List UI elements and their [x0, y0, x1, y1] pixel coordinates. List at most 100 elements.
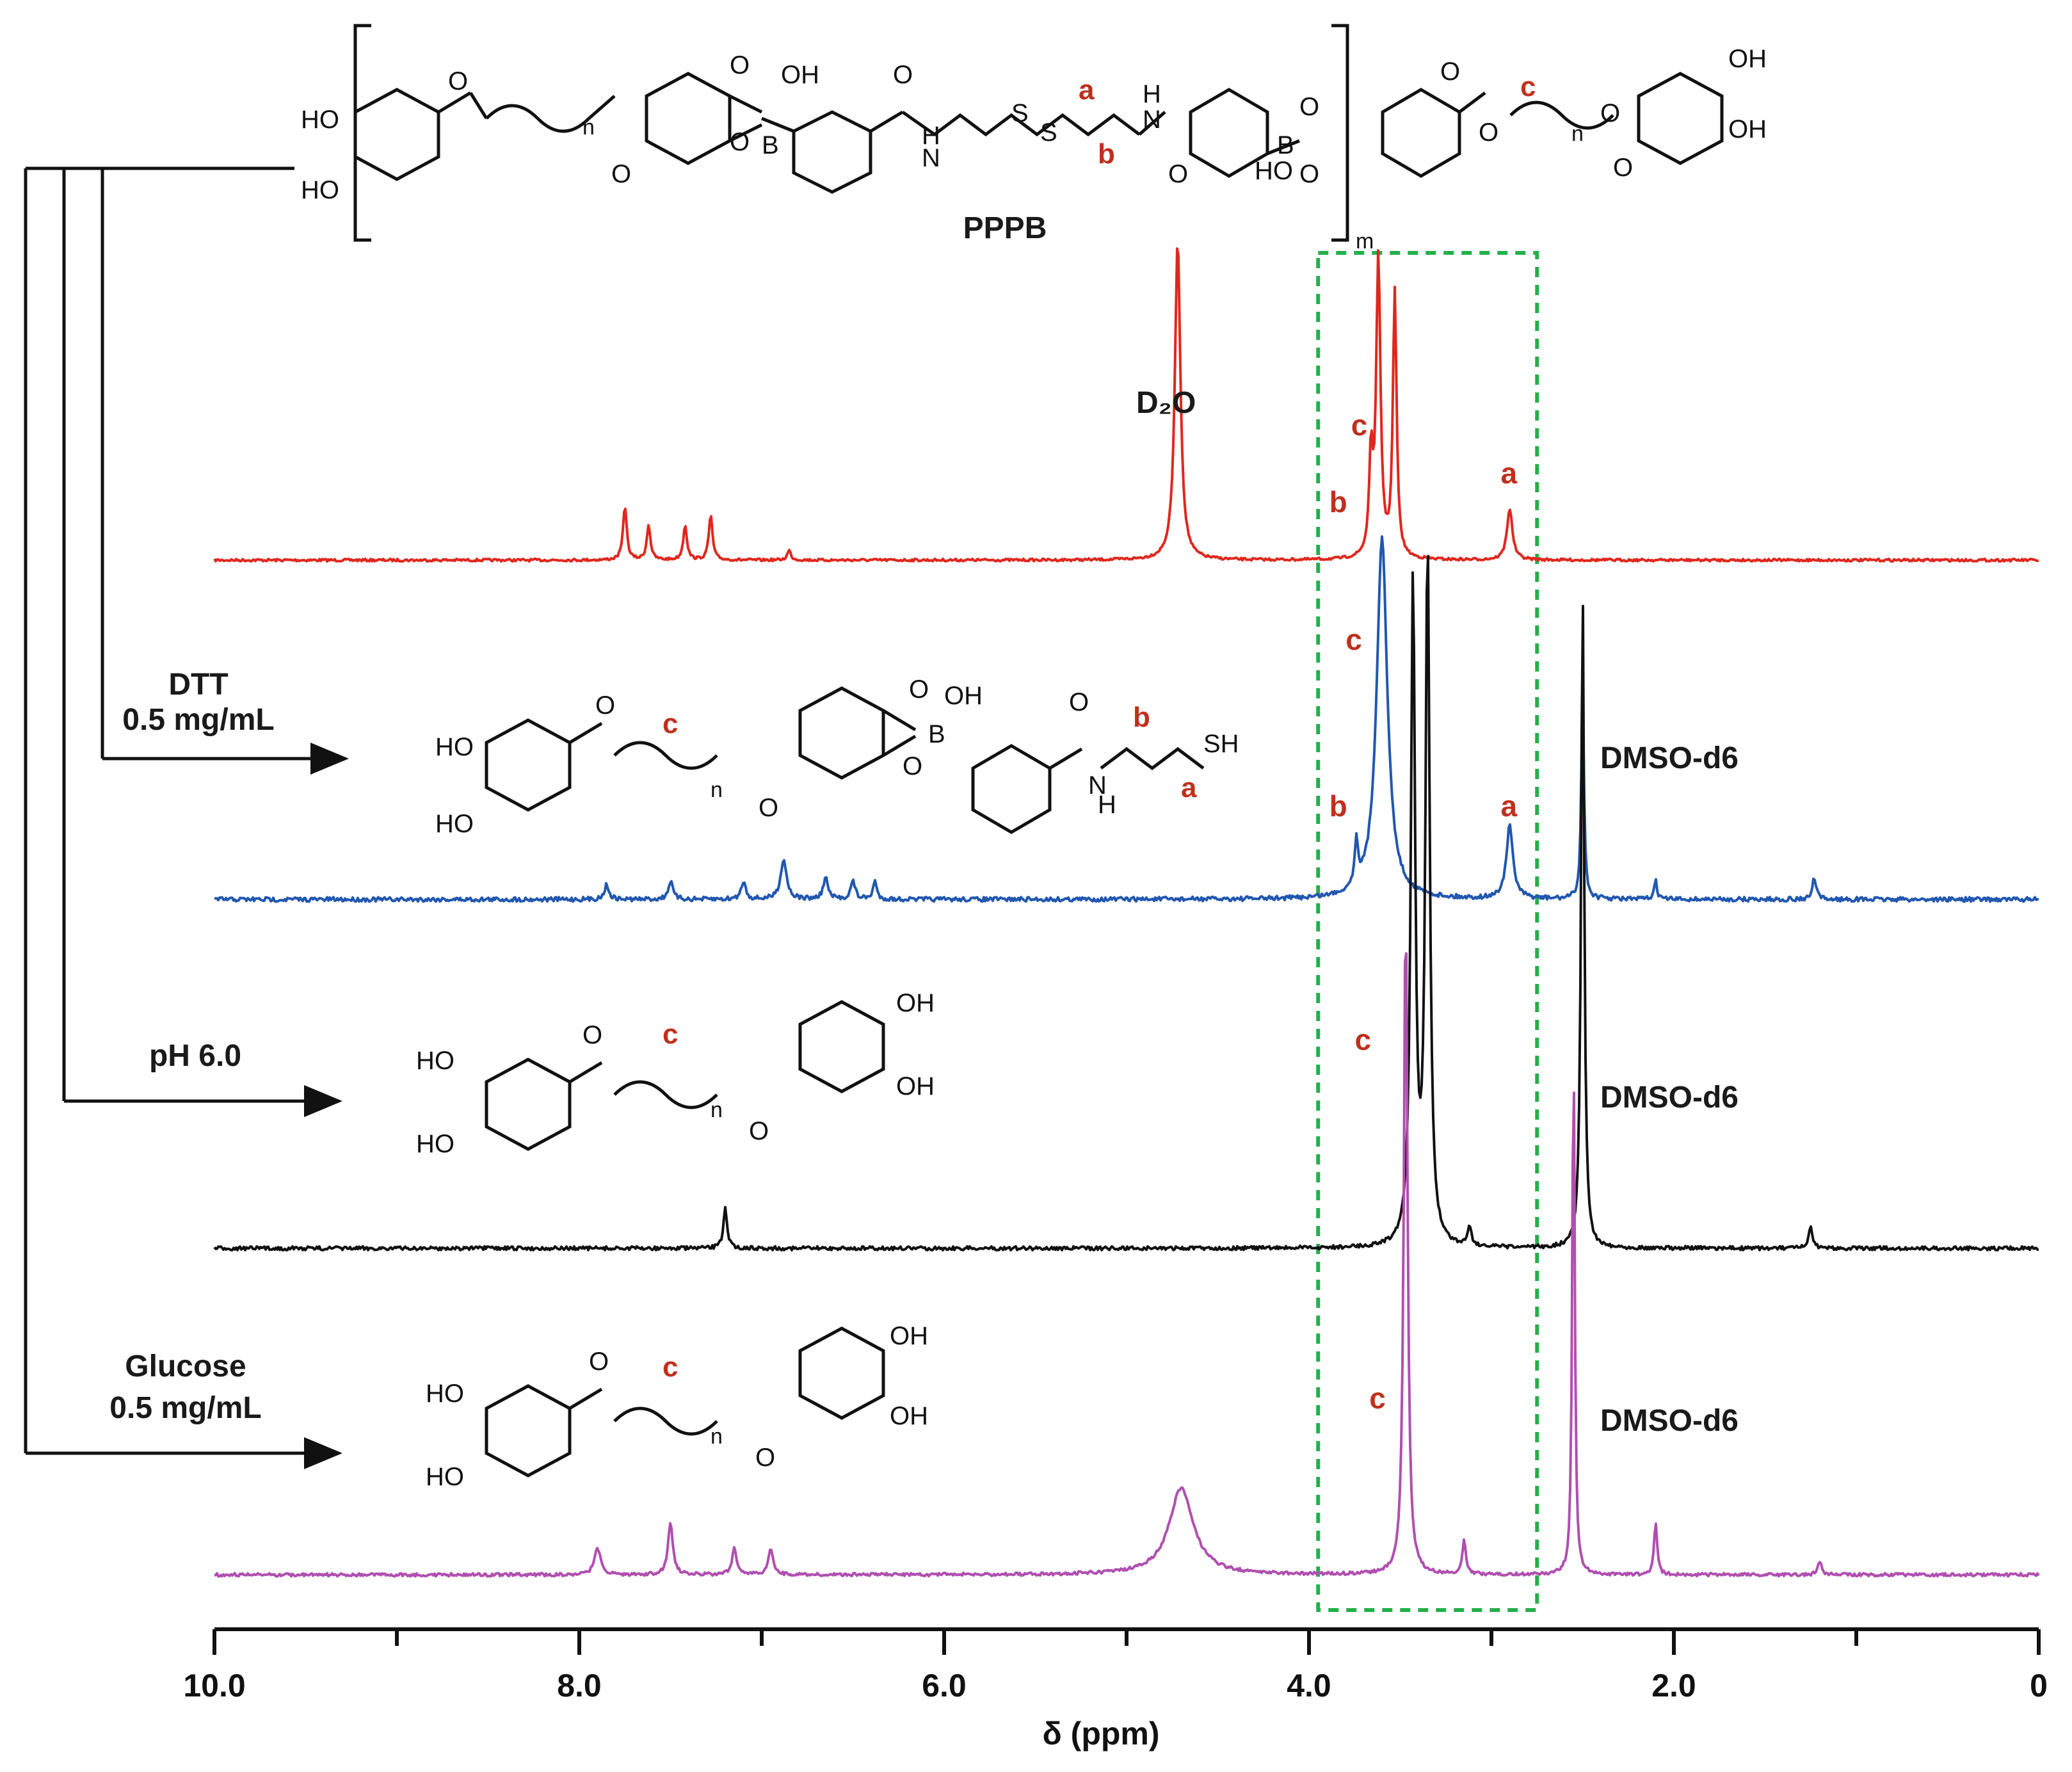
- peak-annotation-1-2: a: [1501, 789, 1518, 823]
- svg-text:O: O: [1479, 118, 1498, 147]
- svg-text:OH: OH: [1728, 115, 1767, 143]
- svg-text:O: O: [595, 691, 615, 720]
- svg-text:n: n: [1571, 122, 1584, 146]
- svg-text:N: N: [1143, 106, 1161, 134]
- structure-pppb: [353, 24, 1724, 242]
- condition-label-2-0: pH 6.0: [149, 1039, 241, 1073]
- svg-text:N: N: [922, 144, 940, 172]
- svg-text:H: H: [1143, 80, 1161, 108]
- svg-text:B: B: [762, 131, 779, 159]
- svg-text:HO: HO: [416, 1130, 454, 1158]
- peak-annotation-0-1: b: [1329, 485, 1347, 519]
- svg-text:O: O: [759, 794, 778, 822]
- svg-text:c: c: [663, 1351, 678, 1383]
- peak-annotation-0-2: a: [1501, 456, 1518, 490]
- x-axis: 10.0 8.0 6.0 4.0 2.0 0 δ (ppm): [183, 1627, 2048, 1752]
- svg-text:O: O: [730, 128, 750, 156]
- svg-text:H: H: [922, 122, 940, 150]
- svg-text:n: n: [711, 1424, 723, 1449]
- solvent-label-3: DMSO-d6: [1600, 1404, 1739, 1438]
- svg-text:HO: HO: [416, 1047, 454, 1075]
- svg-text:O: O: [730, 51, 750, 79]
- svg-text:a: a: [1079, 74, 1095, 106]
- annotations: c b a c b a c c: [1329, 408, 1518, 1415]
- spectrum-line-2: [213, 554, 2039, 1252]
- svg-text:OH: OH: [896, 1072, 935, 1100]
- x-tick-label-4: 2.0: [1651, 1668, 1696, 1704]
- svg-text:N: N: [1088, 771, 1107, 800]
- svg-text:S: S: [1040, 118, 1057, 147]
- svg-text:OH: OH: [1728, 45, 1767, 73]
- spectra: [213, 247, 2040, 1578]
- svg-text:O: O: [1299, 93, 1319, 121]
- condition-label-3-0: Glucose: [125, 1349, 246, 1383]
- x-axis-label: δ (ppm): [1042, 1716, 1159, 1752]
- svg-text:H: H: [1098, 791, 1116, 819]
- svg-text:OH: OH: [896, 989, 935, 1017]
- svg-text:c: c: [663, 708, 678, 739]
- svg-text:O: O: [893, 61, 913, 89]
- x-tick-label-0: 10.0: [183, 1668, 245, 1704]
- reaction-arrows: [24, 166, 349, 1469]
- peak-annotation-3-0: c: [1369, 1381, 1386, 1415]
- structure-dtt-product: [485, 686, 1205, 834]
- svg-text:S: S: [1011, 99, 1029, 127]
- svg-text:SH: SH: [1203, 730, 1239, 758]
- svg-text:O: O: [909, 675, 929, 704]
- svg-text:HO: HO: [435, 810, 474, 838]
- svg-text:OH: OH: [890, 1402, 928, 1430]
- svg-text:HO: HO: [435, 733, 474, 761]
- svg-text:O: O: [1613, 154, 1633, 182]
- svg-text:m: m: [1356, 229, 1374, 254]
- svg-text:HO: HO: [426, 1463, 464, 1491]
- x-tick-label-1: 8.0: [557, 1668, 602, 1704]
- spectrum-line-3: [214, 952, 2040, 1578]
- compound-label: PPPB: [963, 211, 1047, 245]
- svg-text:OH: OH: [890, 1322, 928, 1350]
- solvent-label-0: D₂O: [1136, 386, 1196, 420]
- svg-text:HO: HO: [426, 1380, 464, 1408]
- svg-text:O: O: [582, 1021, 602, 1049]
- peak-annotation-2-0: c: [1355, 1023, 1372, 1056]
- highlight-box: [1316, 251, 1539, 1612]
- condition-label-1-1: 0.5 mg/mL: [122, 703, 274, 737]
- solvent-label-1: DMSO-d6: [1600, 741, 1739, 775]
- svg-text:O: O: [749, 1117, 769, 1145]
- svg-text:n: n: [711, 1098, 723, 1122]
- structure-glucose-product: [485, 1326, 885, 1478]
- condition-label-1-0: DTT: [168, 668, 228, 702]
- svg-text:c: c: [663, 1019, 678, 1050]
- svg-text:c: c: [1520, 71, 1536, 102]
- svg-text:O: O: [1069, 688, 1089, 716]
- peak-annotation-0-0: c: [1351, 408, 1368, 442]
- peak-annotation-1-1: b: [1329, 789, 1347, 823]
- x-tick-label-5: 0: [2030, 1668, 2048, 1704]
- spectrum-line-0: [213, 247, 2039, 563]
- svg-text:B: B: [928, 720, 945, 748]
- svg-text:a: a: [1181, 772, 1197, 803]
- svg-text:O: O: [1299, 160, 1319, 188]
- svg-text:b: b: [1133, 702, 1150, 733]
- svg-text:HO: HO: [301, 176, 339, 204]
- x-tick-label-3: 4.0: [1287, 1668, 1331, 1704]
- peak-annotation-1-0: c: [1345, 623, 1362, 656]
- svg-text:b: b: [1098, 138, 1115, 170]
- spectrum-line-1: [214, 535, 2039, 903]
- svg-text:O: O: [903, 752, 922, 780]
- svg-text:O: O: [589, 1348, 609, 1376]
- svg-text:O: O: [1440, 58, 1460, 86]
- x-tick-label-2: 6.0: [922, 1668, 967, 1704]
- svg-text:HO: HO: [1255, 157, 1293, 185]
- svg-text:O: O: [448, 67, 468, 95]
- svg-text:O: O: [755, 1444, 775, 1472]
- svg-text:O: O: [1168, 160, 1188, 188]
- condition-label-3-1: 0.5 mg/mL: [109, 1391, 261, 1425]
- svg-text:OH: OH: [781, 61, 819, 89]
- svg-text:B: B: [1277, 131, 1294, 159]
- svg-text:OH: OH: [944, 682, 983, 710]
- svg-text:HO: HO: [301, 106, 339, 134]
